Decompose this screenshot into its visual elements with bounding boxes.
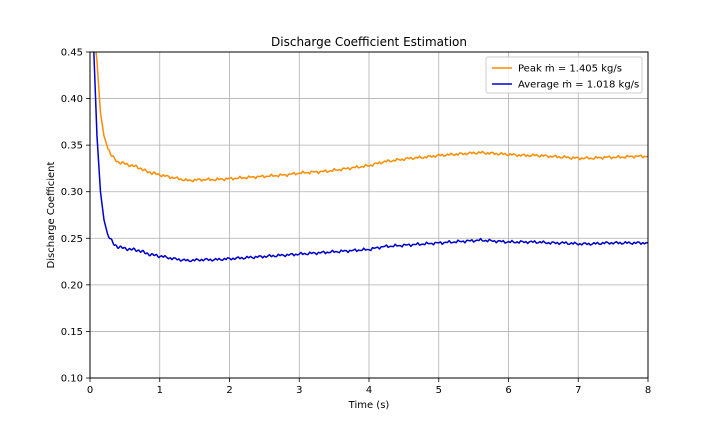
x-tick-label: 2	[226, 385, 232, 396]
grid-lines	[89, 51, 649, 379]
series-lines	[93, 52, 648, 263]
y-tick-label: 0.30	[61, 187, 83, 198]
x-tick-label: 6	[505, 385, 511, 396]
chart-title: Discharge Coefficient Estimation	[271, 35, 467, 49]
legend-label-peak: Peak ṁ = 1.405 kg/s	[518, 64, 622, 75]
legend-box	[485, 56, 643, 94]
y-tick-label: 0.40	[61, 94, 83, 105]
y-tick-label: 0.10	[61, 374, 83, 385]
y-axis-label: Discharge Coefficient	[46, 161, 57, 268]
series-line-0	[95, 52, 648, 183]
x-tick-label: 0	[87, 385, 93, 396]
x-tick-label: 3	[296, 385, 302, 396]
y-tick-label: 0.35	[61, 141, 83, 152]
axis-ticks: 0 1 2 3 4 5 6 7 8 0.10 0.15 0.20 0.25 0.30 0.35 0.40 0.4…	[61, 48, 651, 397]
legend-label-average: Average ṁ = 1.018 kg/s	[518, 80, 639, 91]
x-tick-label: 4	[366, 385, 372, 396]
y-tick-label: 0.15	[61, 327, 83, 338]
x-tick-label: 1	[157, 385, 163, 396]
x-tick-label: 5	[436, 385, 442, 396]
x-tick-label: 8	[645, 385, 651, 396]
y-tick-label: 0.25	[61, 234, 83, 245]
series-line-1	[93, 52, 648, 263]
legend: Peak ṁ = 1.405 kg/s Average ṁ = 1.018 kg…	[485, 56, 643, 94]
x-axis-label: Time (s)	[348, 400, 390, 411]
y-tick-label: 0.45	[61, 48, 83, 59]
y-tick-label: 0.20	[61, 280, 83, 291]
x-tick-label: 7	[575, 385, 581, 396]
